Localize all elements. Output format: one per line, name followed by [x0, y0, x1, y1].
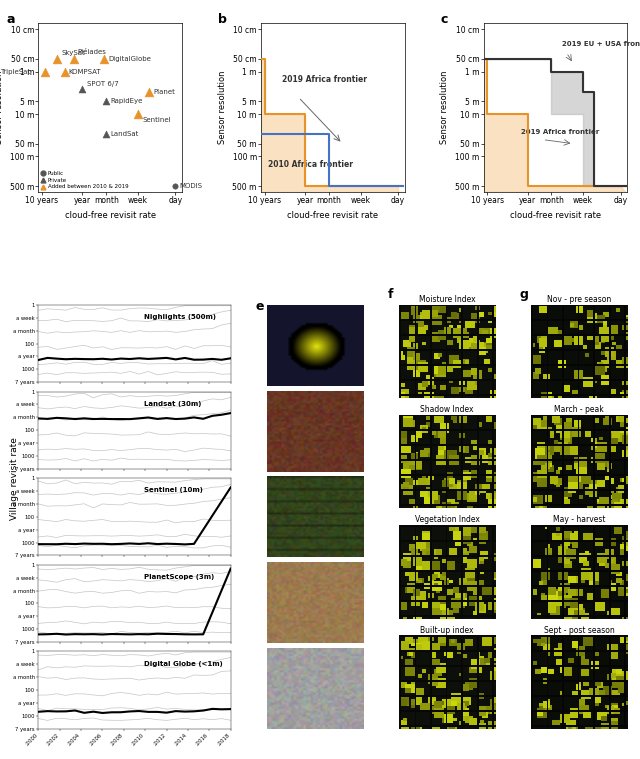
Point	[40, 65, 50, 77]
Text: Pléiades: Pléiades	[78, 49, 107, 55]
Text: RapidEye: RapidEye	[111, 99, 143, 104]
X-axis label: cloud-free revisit rate: cloud-free revisit rate	[65, 211, 156, 220]
Y-axis label: Sensor resolution: Sensor resolution	[218, 71, 227, 144]
Text: PlanetScope (3m): PlanetScope (3m)	[144, 574, 214, 580]
Point	[101, 95, 111, 107]
Text: b: b	[218, 13, 227, 26]
Text: e: e	[255, 300, 264, 313]
Text: 2010 Africa frontier: 2010 Africa frontier	[268, 160, 353, 169]
Text: f: f	[387, 288, 393, 301]
Polygon shape	[261, 59, 403, 192]
Title: Nov - pre season: Nov - pre season	[547, 295, 611, 304]
Text: Nighlights (500m): Nighlights (500m)	[144, 314, 216, 320]
Text: SkySat: SkySat	[61, 50, 85, 56]
Text: Digital Globe (<1m): Digital Globe (<1m)	[144, 660, 223, 666]
Title: May - harvest: May - harvest	[553, 515, 605, 524]
Polygon shape	[484, 59, 626, 192]
Legend: Public, Private, Added between 2010 & 2019: Public, Private, Added between 2010 & 20…	[39, 169, 131, 192]
Text: 2019 Africa frontier: 2019 Africa frontier	[521, 129, 599, 135]
Point	[77, 83, 88, 95]
Title: March - peak: March - peak	[554, 405, 604, 414]
Title: Built-up index: Built-up index	[420, 625, 474, 635]
Text: SPOT 6/7: SPOT 6/7	[86, 81, 118, 87]
Text: KOMPSAT: KOMPSAT	[68, 69, 101, 74]
Title: Moisture Index: Moisture Index	[419, 295, 476, 304]
Title: Sept - post season: Sept - post season	[544, 625, 614, 635]
Text: Sentinel (10m): Sentinel (10m)	[144, 487, 203, 493]
Text: LandSat: LandSat	[111, 131, 139, 137]
Text: Village revisit rate: Village revisit rate	[10, 436, 19, 520]
Point	[144, 86, 154, 98]
Text: 2019 Africa frontier: 2019 Africa frontier	[282, 75, 367, 84]
Point	[170, 180, 180, 192]
Text: a: a	[7, 13, 15, 26]
X-axis label: cloud-free revisit rate: cloud-free revisit rate	[287, 211, 378, 220]
Text: 2019 EU + USA frontier: 2019 EU + USA frontier	[562, 41, 640, 47]
Point	[101, 128, 111, 140]
Y-axis label: Sensor resolution: Sensor resolution	[0, 71, 4, 144]
Text: c: c	[440, 13, 448, 26]
Point	[52, 53, 62, 65]
Title: Vegetation Index: Vegetation Index	[415, 515, 479, 524]
Text: Sentinel: Sentinel	[142, 117, 171, 123]
Y-axis label: Sensor resolution: Sensor resolution	[440, 71, 449, 144]
Text: g: g	[520, 288, 529, 301]
Text: Landsat (30m): Landsat (30m)	[144, 401, 202, 407]
Text: Planet: Planet	[154, 89, 175, 95]
Text: MODIS: MODIS	[179, 183, 202, 189]
Point	[60, 65, 70, 77]
Point	[99, 53, 109, 65]
Title: Shadow Index: Shadow Index	[420, 405, 474, 414]
Point	[133, 108, 143, 120]
X-axis label: cloud-free revisit rate: cloud-free revisit rate	[510, 211, 601, 220]
Point	[68, 53, 79, 65]
Text: DigitalGlobe: DigitalGlobe	[108, 56, 151, 62]
Text: TripleSat: TripleSat	[1, 69, 31, 74]
